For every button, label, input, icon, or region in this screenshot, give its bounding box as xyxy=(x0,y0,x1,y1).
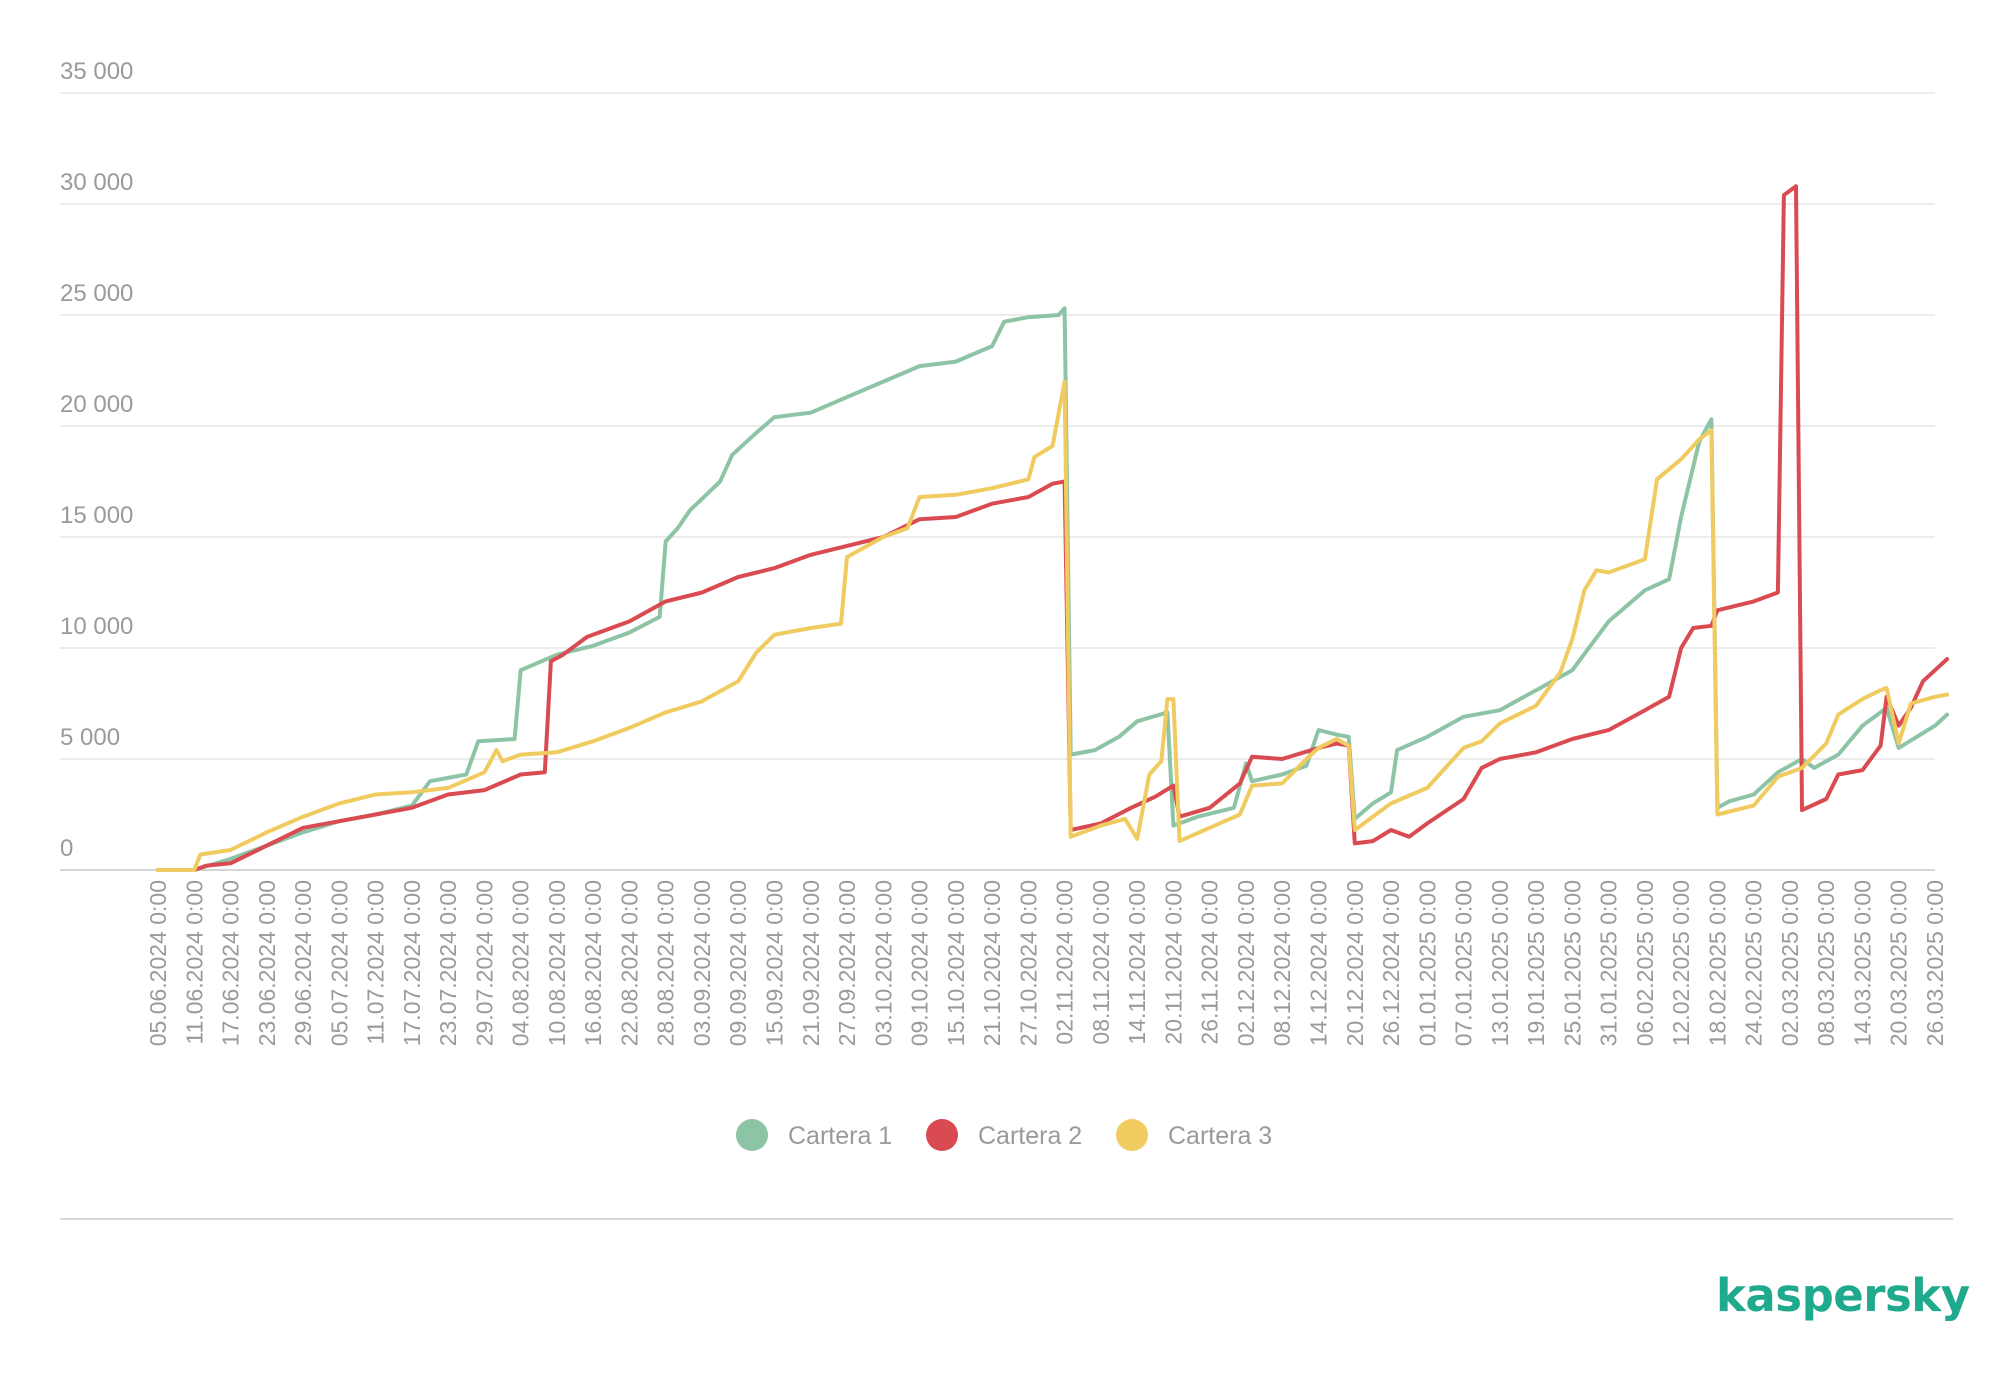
x-tick-label: 22.08.2024 0:00 xyxy=(616,880,642,1046)
x-tick-label: 14.03.2025 0:00 xyxy=(1849,880,1875,1046)
kaspersky-logo: kaspersky xyxy=(1716,1269,1970,1322)
legend-label: Cartera 2 xyxy=(978,1122,1082,1150)
x-tick-label: 26.12.2024 0:00 xyxy=(1378,880,1404,1046)
x-tick-label: 21.09.2024 0:00 xyxy=(798,880,824,1046)
x-tick-label: 09.10.2024 0:00 xyxy=(907,880,933,1046)
x-tick-label: 13.01.2025 0:00 xyxy=(1487,880,1513,1046)
x-tick-label: 11.06.2024 0:00 xyxy=(181,880,207,1045)
x-tick-label: 03.09.2024 0:00 xyxy=(689,880,715,1046)
x-tick-label: 26.11.2024 0:00 xyxy=(1197,880,1223,1045)
series-line-2 xyxy=(156,184,1950,872)
x-tick-label: 17.06.2024 0:00 xyxy=(218,880,244,1046)
legend: Cartera 1 Cartera 2 Cartera 3 xyxy=(736,1119,1272,1151)
x-tick-label: 21.10.2024 0:00 xyxy=(979,880,1005,1046)
x-tick-label: 29.06.2024 0:00 xyxy=(290,880,316,1046)
x-tick-label: 14.11.2024 0:00 xyxy=(1124,880,1150,1045)
x-tick-label: 17.07.2024 0:00 xyxy=(399,880,425,1046)
x-tick-label: 29.07.2024 0:00 xyxy=(471,880,497,1046)
x-tick-label: 03.10.2024 0:00 xyxy=(870,880,896,1046)
x-tick-label: 07.01.2025 0:00 xyxy=(1451,880,1477,1046)
y-tick-label: 25 000 xyxy=(60,280,133,307)
x-tick-label: 05.06.2024 0:00 xyxy=(145,880,171,1046)
x-tick-label: 06.02.2025 0:00 xyxy=(1632,880,1658,1046)
legend-swatch xyxy=(736,1119,768,1151)
footer-divider xyxy=(60,1218,1953,1220)
x-tick-label: 02.03.2025 0:00 xyxy=(1777,880,1803,1046)
x-tick-label: 31.01.2025 0:00 xyxy=(1596,880,1622,1046)
y-tick-label: 5 000 xyxy=(60,724,120,751)
series-line-1 xyxy=(156,306,1950,872)
x-tick-label: 08.03.2025 0:00 xyxy=(1813,880,1839,1046)
y-tick-label: 35 000 xyxy=(60,58,133,85)
x-tick-label: 14.12.2024 0:00 xyxy=(1305,880,1331,1046)
x-tick-label: 12.02.2025 0:00 xyxy=(1668,880,1694,1046)
x-tick-label: 16.08.2024 0:00 xyxy=(580,880,606,1046)
x-tick-label: 20.03.2025 0:00 xyxy=(1886,880,1912,1046)
x-tick-label: 28.08.2024 0:00 xyxy=(653,880,679,1046)
y-axis: 0 5 000 10 000 15 000 20 000 25 000 30 000 35 0… xyxy=(60,58,133,862)
series-lines xyxy=(156,184,1950,872)
series-line-3 xyxy=(156,379,1950,872)
x-tick-label: 02.11.2024 0:00 xyxy=(1052,880,1078,1045)
y-tick-label: 10 000 xyxy=(60,613,133,640)
x-tick-label: 19.01.2025 0:00 xyxy=(1523,880,1549,1046)
legend-label: Cartera 1 xyxy=(788,1122,892,1150)
legend-swatch xyxy=(926,1119,958,1151)
x-tick-label: 27.10.2024 0:00 xyxy=(1015,880,1041,1046)
x-tick-label: 02.12.2024 0:00 xyxy=(1233,880,1259,1046)
x-tick-label: 08.12.2024 0:00 xyxy=(1269,880,1295,1046)
x-tick-label: 01.01.2025 0:00 xyxy=(1414,880,1440,1046)
grid-lines xyxy=(60,92,1935,871)
x-tick-label: 20.11.2024 0:00 xyxy=(1160,880,1186,1045)
x-tick-label: 09.09.2024 0:00 xyxy=(725,880,751,1046)
x-tick-label: 25.01.2025 0:00 xyxy=(1559,880,1585,1046)
y-tick-label: 20 000 xyxy=(60,391,133,418)
x-tick-label: 20.12.2024 0:00 xyxy=(1342,880,1368,1046)
y-tick-label: 15 000 xyxy=(60,502,133,529)
x-tick-label: 23.07.2024 0:00 xyxy=(435,880,461,1046)
x-tick-label: 11.07.2024 0:00 xyxy=(363,880,389,1045)
legend-swatch xyxy=(1116,1119,1148,1151)
x-tick-label: 10.08.2024 0:00 xyxy=(544,880,570,1046)
x-tick-label: 24.02.2025 0:00 xyxy=(1741,880,1767,1046)
y-tick-label: 30 000 xyxy=(60,169,133,196)
x-tick-label: 23.06.2024 0:00 xyxy=(254,880,280,1046)
x-tick-label: 15.09.2024 0:00 xyxy=(762,880,788,1046)
x-tick-label: 26.03.2025 0:00 xyxy=(1922,880,1948,1046)
x-tick-label: 15.10.2024 0:00 xyxy=(943,880,969,1046)
x-tick-label: 27.09.2024 0:00 xyxy=(834,880,860,1046)
x-tick-label: 18.02.2025 0:00 xyxy=(1704,880,1730,1046)
x-tick-label: 05.07.2024 0:00 xyxy=(326,880,352,1046)
legend-label: Cartera 3 xyxy=(1168,1122,1272,1150)
x-tick-label: 04.08.2024 0:00 xyxy=(508,880,534,1046)
x-tick-label: 08.11.2024 0:00 xyxy=(1088,880,1114,1045)
x-axis: 05.06.2024 0:00 11.06.2024 0:00 17.06.2024… xyxy=(145,880,1948,1046)
y-tick-label: 0 xyxy=(60,835,73,862)
